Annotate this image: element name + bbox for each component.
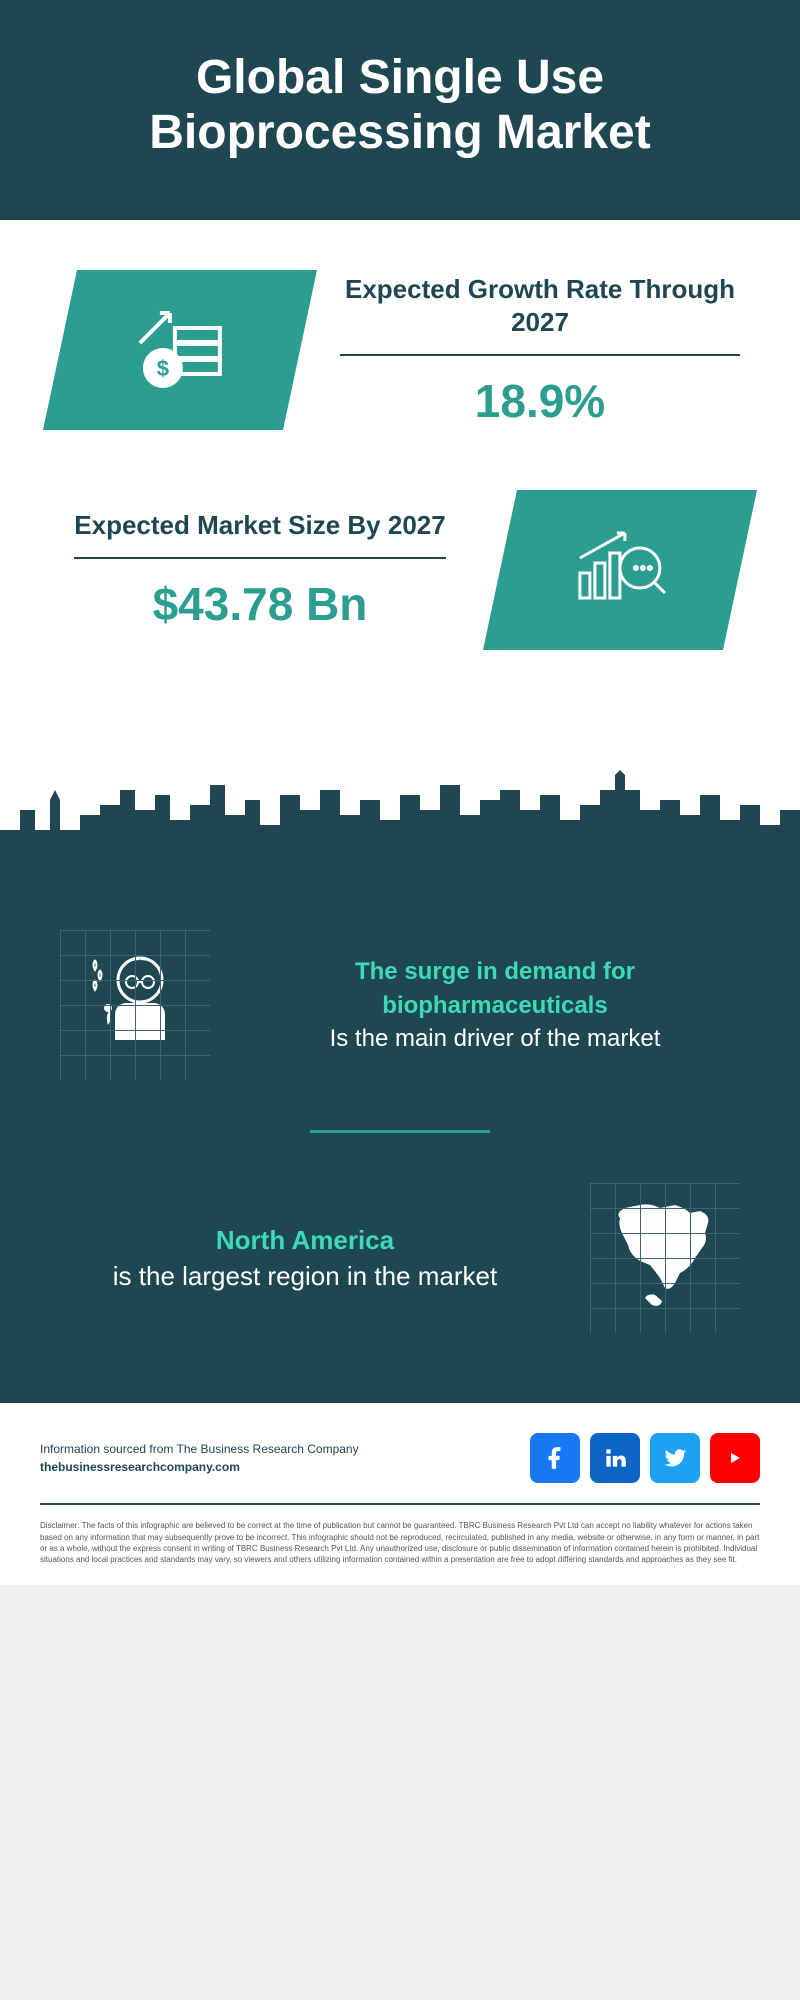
driver-rest: Is the main driver of the market <box>330 1025 661 1052</box>
youtube-icon <box>720 1447 750 1469</box>
market-value: $43.78 Bn <box>60 577 460 631</box>
growth-value: 18.9% <box>340 374 740 428</box>
chart-analysis-icon <box>565 518 675 623</box>
header: Global Single Use Bioprocessing Market <box>0 0 800 220</box>
growth-icon-box: $ <box>43 270 317 430</box>
region-rest: is the largest region in the market <box>113 1261 497 1291</box>
growth-rate-row: $ Expected Growth Rate Through 2027 18.9… <box>60 270 740 430</box>
driver-highlight: The surge in demand for biopharmaceutica… <box>355 958 635 1019</box>
disclaimer: Disclaimer: The facts of this infographi… <box>40 1503 760 1565</box>
linkedin-link[interactable] <box>590 1433 640 1483</box>
region-highlight: North America <box>216 1225 394 1255</box>
linkedin-icon <box>602 1445 628 1471</box>
facebook-link[interactable] <box>530 1433 580 1483</box>
region-text: North America is the largest region in t… <box>60 1222 550 1295</box>
driver-row: The surge in demand for biopharmaceutica… <box>60 930 740 1080</box>
money-growth-icon: $ <box>125 298 235 403</box>
footer: Information sourced from The Business Re… <box>0 1403 800 1585</box>
market-label: Expected Market Size By 2027 <box>74 509 445 559</box>
growth-text: Expected Growth Rate Through 2027 18.9% <box>340 273 740 429</box>
youtube-link[interactable] <box>710 1433 760 1483</box>
market-text: Expected Market Size By 2027 $43.78 Bn <box>60 509 460 631</box>
source-line2: thebusinessresearchcompany.com <box>40 1458 359 1476</box>
market-icon-box <box>483 490 757 650</box>
source-line1: Information sourced from The Business Re… <box>40 1440 359 1458</box>
skyline-graphic <box>0 760 800 880</box>
social-links <box>530 1433 760 1483</box>
growth-label: Expected Growth Rate Through 2027 <box>340 273 740 357</box>
driver-text: The surge in demand for biopharmaceutica… <box>250 955 740 1056</box>
twitter-icon <box>662 1445 688 1471</box>
divider <box>310 1130 490 1133</box>
insights-section: The surge in demand for biopharmaceutica… <box>0 880 800 1403</box>
footer-top: Information sourced from The Business Re… <box>40 1433 760 1483</box>
facebook-icon <box>542 1445 568 1471</box>
map-icon-box <box>590 1183 740 1333</box>
infographic-page: Global Single Use Bioprocessing Market $ <box>0 0 800 1585</box>
stats-section: $ Expected Growth Rate Through 2027 18.9… <box>0 220 800 760</box>
source-text: Information sourced from The Business Re… <box>40 1440 359 1476</box>
market-size-row: Expected Market Size By 2027 $43.78 Bn <box>60 490 740 650</box>
scientist-icon-box <box>60 930 210 1080</box>
page-title: Global Single Use Bioprocessing Market <box>40 50 760 160</box>
twitter-link[interactable] <box>650 1433 700 1483</box>
svg-text:$: $ <box>157 356 169 381</box>
region-row: North America is the largest region in t… <box>60 1183 740 1333</box>
